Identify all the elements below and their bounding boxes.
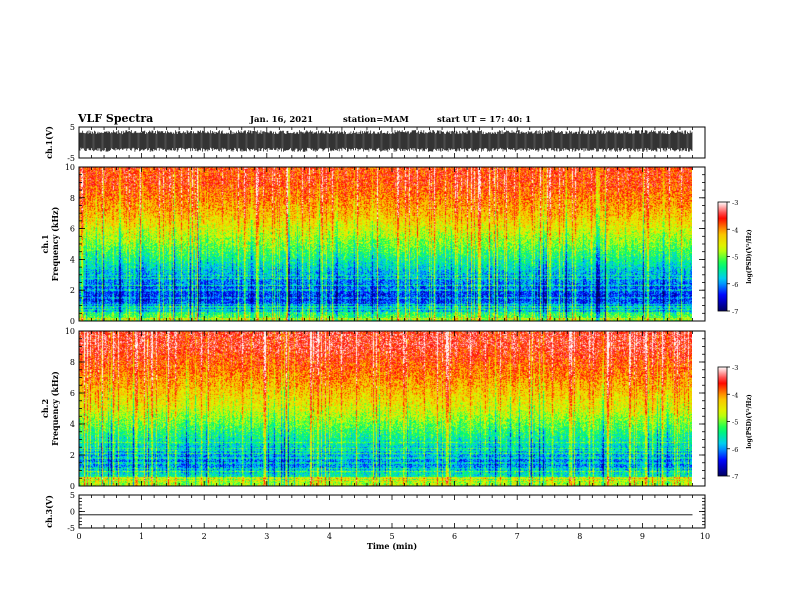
ch2-spectrogram-ytick-label: 0 xyxy=(70,482,75,491)
ch1-spectrogram-ytick-label: 0 xyxy=(70,317,75,326)
ch3-waveform-ylabel: ch.3(V) xyxy=(44,495,54,528)
ch2-spectrogram-image xyxy=(79,331,692,486)
colorbar-tick-label: -3 xyxy=(732,364,738,372)
colorbar-tick-label: -6 xyxy=(732,281,738,289)
chart-title: VLF Spectra xyxy=(78,112,154,125)
ch2-spectrogram-ytick-label: 8 xyxy=(70,358,75,367)
ch1-spectrogram-ytick-label: 6 xyxy=(70,225,75,234)
colorbar-tick-label: -7 xyxy=(732,308,738,316)
header-start-time: start UT = 17: 40: 1 xyxy=(437,115,532,125)
x-tick-label: 7 xyxy=(515,532,520,541)
x-tick-label: 9 xyxy=(640,532,645,541)
ch1-spectrogram-image xyxy=(79,167,692,321)
colorbar-label: log(PSD)(V²/Hz) xyxy=(746,394,753,449)
header-date: Jan. 16, 2021 xyxy=(250,115,314,125)
colorbar-label: log(PSD)(V²/Hz) xyxy=(746,229,753,284)
x-tick-label: 4 xyxy=(327,532,332,541)
header-station: station=MAM xyxy=(343,115,409,125)
ch3-waveform-ytick-label: -5 xyxy=(67,524,75,533)
colorbar-tick-label: -7 xyxy=(732,473,738,481)
colorbar-2 xyxy=(717,366,728,477)
ch1-spectrogram-ylabel: Frequency (kHz) xyxy=(50,206,60,281)
ch3-waveform-ytick-label: 5 xyxy=(70,491,75,500)
x-tick-label: 10 xyxy=(700,532,710,541)
x-tick-label: 2 xyxy=(202,532,207,541)
colorbar-tick-label: -5 xyxy=(732,419,738,427)
ch2-spectrogram-ytick-label: 4 xyxy=(70,420,75,429)
ch2-spectrogram-ytick-label: 2 xyxy=(70,451,75,460)
ch2-spectrogram-ylabel: ch.2 xyxy=(40,399,50,418)
colorbar-tick-label: -6 xyxy=(732,446,738,454)
ch1-spectrogram-ytick-label: 8 xyxy=(70,194,75,203)
x-tick-label: 0 xyxy=(76,532,81,541)
ch3-waveform-ytick-label: 0 xyxy=(70,508,75,517)
ch1-spectrogram-ytick-label: 4 xyxy=(70,255,75,264)
ch1-waveform-ylabel: ch.1(V) xyxy=(44,126,54,159)
colorbar-tick-label: -3 xyxy=(732,199,738,207)
ch1-spectrogram-ylabel: ch.1 xyxy=(40,234,50,253)
x-tick-label: 6 xyxy=(452,532,457,541)
colorbar-tick-label: -4 xyxy=(732,226,738,234)
x-tick-label: 1 xyxy=(139,532,144,541)
ch1-waveform-trace xyxy=(79,130,693,152)
ch1-spectrogram-ytick-label: 2 xyxy=(70,286,75,295)
x-tick-label: 8 xyxy=(577,532,582,541)
colorbar-1 xyxy=(717,201,728,312)
x-axis-label: Time (min) xyxy=(367,541,417,551)
x-tick-label: 3 xyxy=(264,532,269,541)
x-tick-label: 5 xyxy=(389,532,394,541)
ch1-waveform-ytick-label: -5 xyxy=(67,154,75,163)
ch2-spectrogram-ytick-label: 10 xyxy=(65,327,75,336)
ch1-waveform-ytick-label: 5 xyxy=(70,123,75,132)
colorbar-tick-label: -4 xyxy=(732,391,738,399)
ch2-spectrogram-ylabel: Frequency (kHz) xyxy=(50,371,60,446)
ch2-spectrogram-ytick-label: 6 xyxy=(70,389,75,398)
colorbar-tick-label: -5 xyxy=(732,254,738,262)
ch1-spectrogram-ytick-label: 10 xyxy=(65,163,75,172)
